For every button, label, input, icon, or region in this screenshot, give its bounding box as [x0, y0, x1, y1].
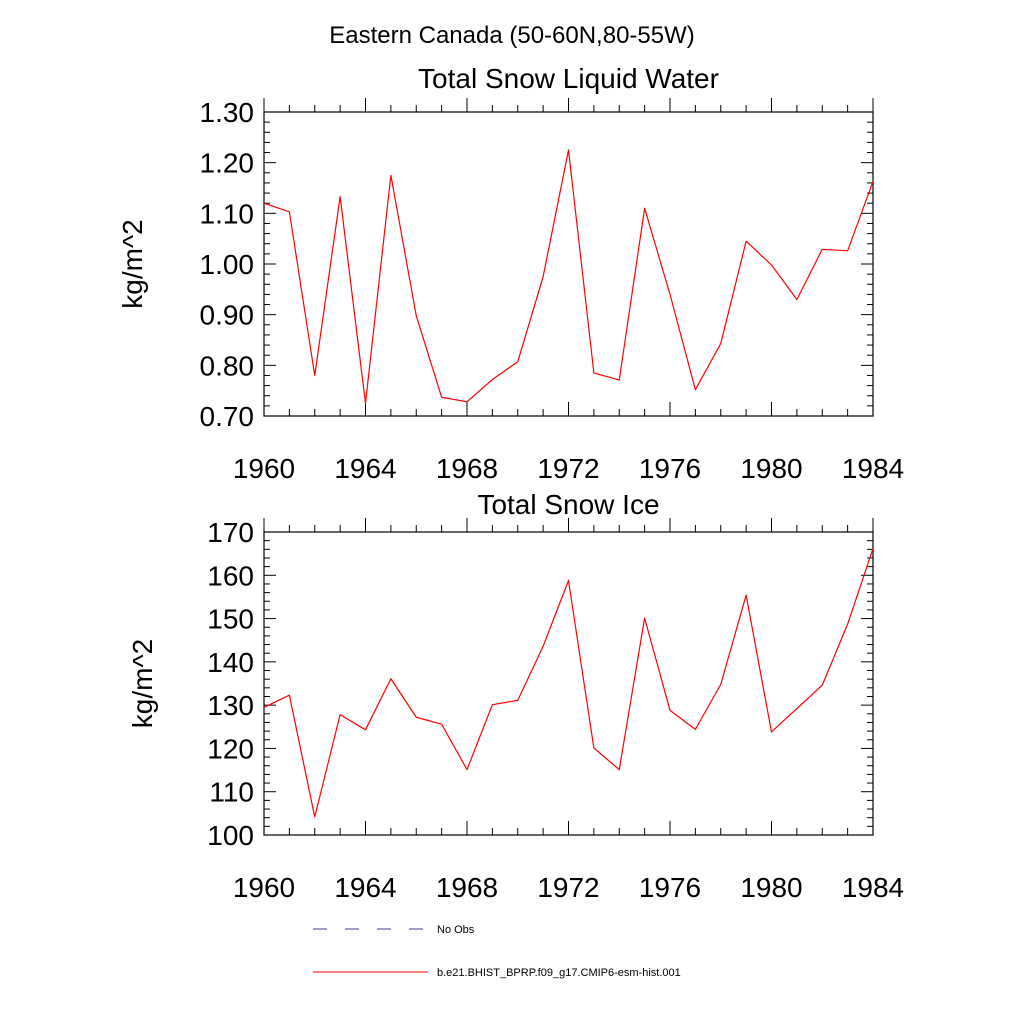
- panel-1-x-tick-label: 1968: [436, 453, 498, 484]
- panel-2-data-point: [339, 713, 342, 716]
- panel-2-data-point: [263, 706, 266, 709]
- panel-2-title: Total Snow Ice: [477, 489, 659, 520]
- panel-2-data-point: [542, 645, 545, 648]
- panel-2-y-tick-label: 100: [207, 820, 254, 851]
- panel-1-x-tick-label: 1984: [842, 453, 904, 484]
- panel-1-data-point: [415, 314, 418, 317]
- panel-1-data-point: [694, 388, 697, 391]
- panel-1-data-point: [313, 374, 316, 377]
- panel-1-data-point: [846, 249, 849, 252]
- panel-1-data-point: [389, 174, 392, 177]
- panel-2-data-point: [313, 815, 316, 818]
- panel-1-data-point: [770, 264, 773, 267]
- panel-2-data-point: [288, 694, 291, 697]
- panel-2-x-tick-label: 1964: [334, 872, 396, 903]
- panel-2-data-point: [821, 684, 824, 687]
- panel-1-y-tick-label: 1.00: [200, 249, 255, 280]
- panel-1-y-tick-label: 1.10: [200, 198, 255, 229]
- panel-2-y-tick-label: 170: [207, 517, 254, 548]
- panel-1-y-tick-label: 1.20: [200, 148, 255, 179]
- panel-2-data-point: [567, 579, 570, 582]
- panel-1-data-point: [440, 396, 443, 399]
- panel-1-data-point: [719, 342, 722, 345]
- panel-2-data-point: [364, 728, 367, 731]
- panel-2-y-tick-label: 150: [207, 604, 254, 635]
- panel-2-plot-frame: [263, 531, 874, 836]
- panel-1-data-point: [643, 207, 646, 210]
- panel-1-x-tick-label: 1976: [639, 453, 701, 484]
- panel-1-x-tick-label: 1980: [740, 453, 802, 484]
- panel-1-data-point: [542, 275, 545, 278]
- panel-1-x-tick-label: 1960: [233, 453, 295, 484]
- panel-1-data-point: [263, 202, 266, 205]
- panel-2-y-tick-label: 120: [207, 733, 254, 764]
- panel-1-data-point: [364, 402, 367, 405]
- panel-2-x-tick-label: 1968: [436, 872, 498, 903]
- legend-label-2: b.e21.BHIST_BPRP.f09_g17.CMIP6-esm-hist.…: [437, 967, 681, 979]
- panel-2-data-point: [389, 677, 392, 680]
- panel-1-y-tick-label: 0.90: [200, 300, 255, 331]
- panel-2-data-point: [669, 709, 672, 712]
- panel-2-data-point: [643, 617, 646, 620]
- panel-2-data-point: [491, 703, 494, 706]
- panel-2-x-tick-label: 1972: [537, 872, 599, 903]
- panel-2-y-tick-label: 140: [207, 647, 254, 678]
- panel-2-data-point: [745, 594, 748, 597]
- panel-1-data-point: [821, 248, 824, 251]
- panel-1-data-point: [745, 240, 748, 243]
- panel-2-data-point: [466, 768, 469, 771]
- panel-1-data-point: [669, 293, 672, 296]
- panel-1-data-point: [592, 371, 595, 374]
- figure-suptitle: Eastern Canada (50-60N,80-55W): [329, 22, 695, 49]
- panel-2-y-axis-label: kg/m^2: [127, 639, 158, 728]
- panel-2-data-point: [415, 716, 418, 719]
- panel-1-data-point: [491, 378, 494, 381]
- panel-2-data-point: [846, 623, 849, 626]
- panel-2-data-point: [516, 699, 519, 702]
- panel-2-data-point: [694, 728, 697, 731]
- panel-2-series-line: [263, 548, 874, 818]
- panel-1-y-tick-label: 0.70: [200, 401, 255, 432]
- panel-1-data-point: [872, 180, 875, 183]
- panel-2-y-tick-label: 130: [207, 690, 254, 721]
- panel-2-y-tick-label: 110: [209, 777, 254, 808]
- panel-1-y-tick-label: 0.80: [200, 350, 255, 381]
- panel-1-data-point: [567, 149, 570, 152]
- panel-2-x-tick-label: 1976: [639, 872, 701, 903]
- panel-2-data-point: [872, 547, 875, 550]
- panel-2-x-tick-label: 1980: [740, 872, 802, 903]
- panel-2-data-point: [795, 707, 798, 710]
- panel-1-data-point: [618, 379, 621, 382]
- panel-1-data-point: [516, 360, 519, 363]
- panel-1-data-point: [466, 400, 469, 403]
- legend-label-1: No Obs: [437, 924, 475, 936]
- panel-2-data-point: [618, 768, 621, 771]
- panel-2-data-point: [440, 723, 443, 726]
- panel-1-data-point: [795, 298, 798, 301]
- panel-2-y-tick-label: 160: [207, 560, 254, 591]
- panel-1-data-point: [288, 210, 291, 213]
- panel-2-x-tick-label: 1984: [842, 872, 904, 903]
- panel-2-data-point: [592, 746, 595, 749]
- panel-1-y-axis-label: kg/m^2: [117, 219, 148, 308]
- panel-2-x-tick-label: 1960: [233, 872, 295, 903]
- panel-1-data-point: [339, 195, 342, 198]
- panel-1-x-tick-label: 1964: [334, 453, 396, 484]
- panel-1-y-tick-label: 1.30: [200, 97, 255, 128]
- panel-1-series-line: [263, 149, 874, 404]
- panel-1-plot-frame: [263, 111, 874, 417]
- panel-1-x-tick-label: 1972: [537, 453, 599, 484]
- panel-2-data-point: [770, 730, 773, 733]
- panel-1-title: Total Snow Liquid Water: [418, 63, 719, 94]
- panel-2-data-point: [719, 683, 722, 686]
